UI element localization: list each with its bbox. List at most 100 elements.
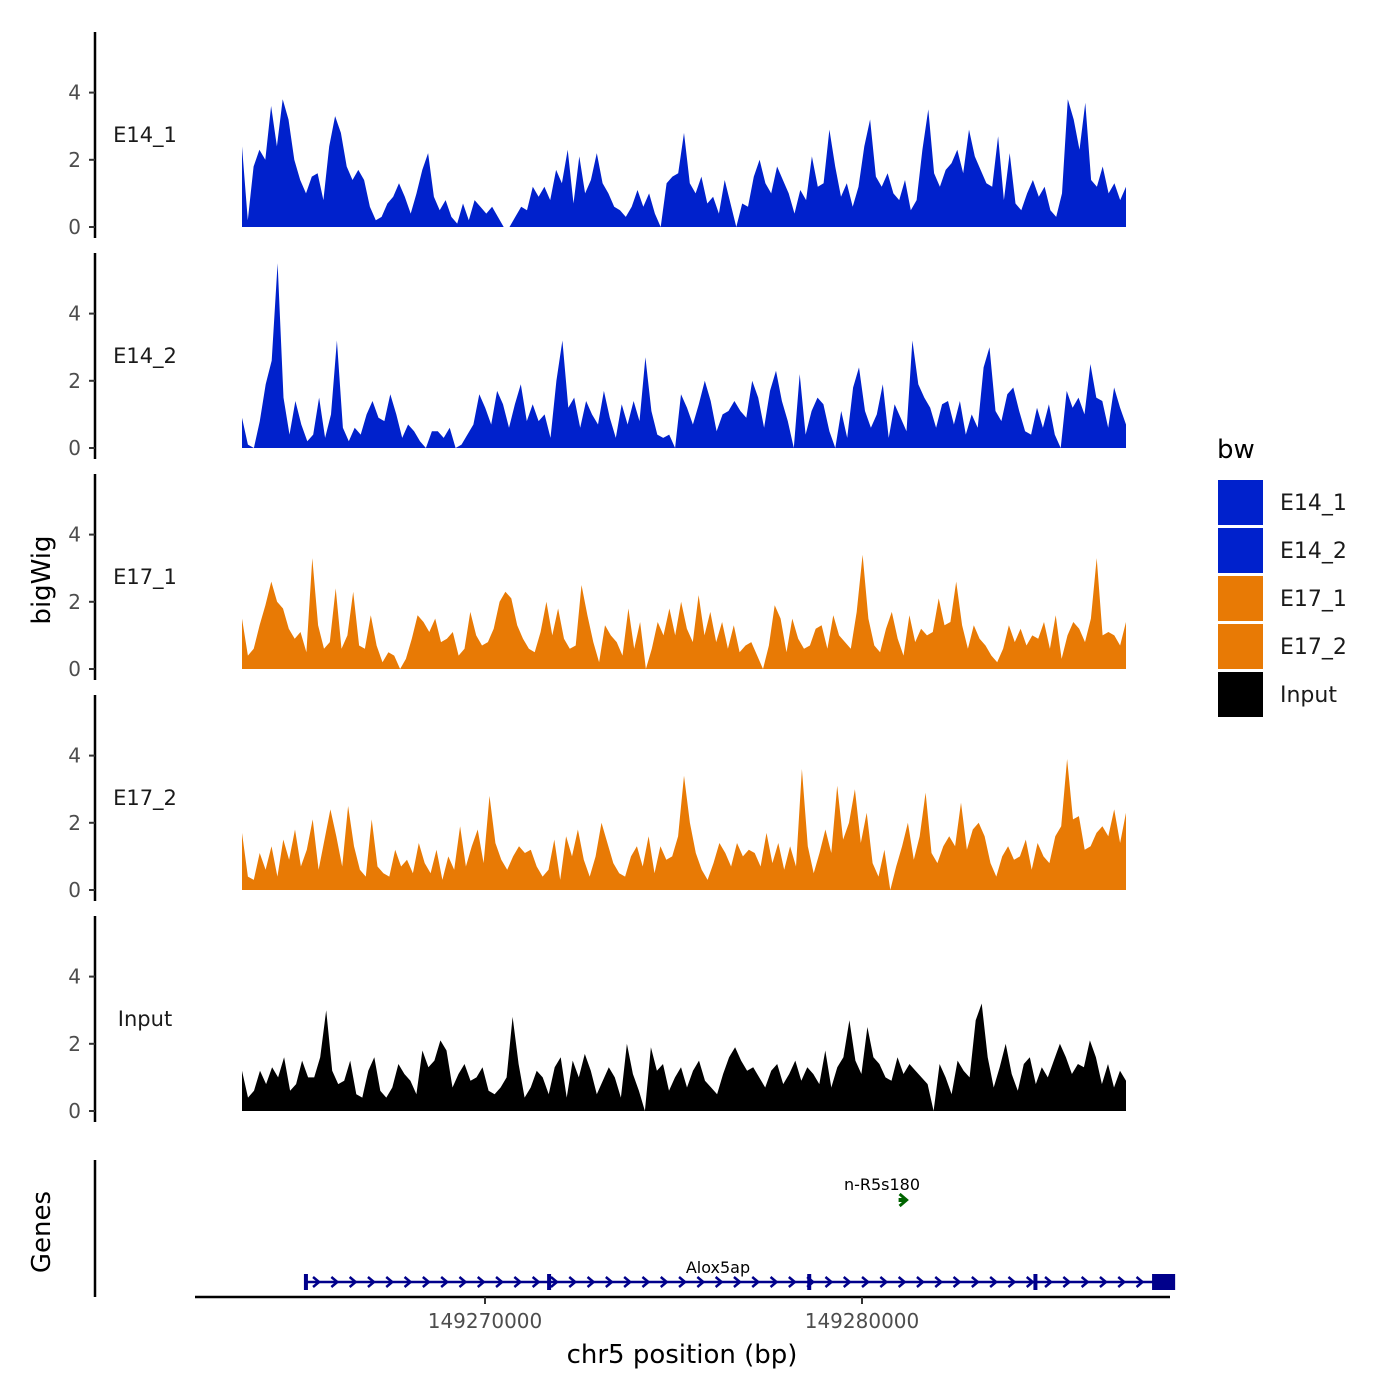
strand-arrow — [1135, 1276, 1145, 1288]
strand-arrow — [1099, 1276, 1108, 1288]
track-label: Input — [118, 1007, 172, 1031]
genes-axis-title: Genes — [27, 1191, 57, 1273]
x-tick-label: 149280000 — [805, 1309, 920, 1333]
strand-arrow — [550, 1276, 559, 1288]
legend-item: E14_2 — [1218, 528, 1347, 573]
strand-arrow — [769, 1276, 779, 1288]
exon-mark — [547, 1274, 552, 1290]
strand-arrow — [348, 1276, 358, 1288]
legend-swatch — [1218, 528, 1263, 573]
track-label: E14_1 — [113, 123, 177, 148]
strand-arrow — [641, 1276, 651, 1288]
gene-n-R5s180: n-R5s180 — [844, 1175, 920, 1208]
genes-panel: 149270000 149280000 Alox5ap n-R5s180 — [93, 1160, 1176, 1333]
strand-arrow — [861, 1276, 870, 1288]
strand-arrow — [916, 1276, 925, 1288]
y-tick-label: 2 — [68, 148, 81, 172]
strand-arrow — [897, 1276, 907, 1288]
y-tick-label: 0 — [68, 878, 81, 902]
y-tick-label: 2 — [68, 1032, 81, 1056]
x-tick-label: 149270000 — [428, 1309, 543, 1333]
y-tick-label: 4 — [68, 744, 81, 768]
strand-arrow — [714, 1276, 724, 1288]
legend-label: E14_2 — [1280, 539, 1347, 564]
track-Input: 0 2 4 Input — [68, 916, 1126, 1123]
coverage-area-Input — [242, 1003, 1126, 1111]
strand-arrow — [1044, 1276, 1053, 1288]
y-tick-label: 2 — [68, 369, 81, 393]
gene-Alox5ap: Alox5ap — [303, 1258, 1176, 1290]
track-label: E14_2 — [113, 344, 177, 369]
strand-arrow — [476, 1276, 486, 1288]
strand-arrow — [751, 1276, 761, 1288]
strand-arrow — [1117, 1276, 1127, 1288]
strand-arrow — [788, 1276, 797, 1288]
strand-arrow — [659, 1276, 669, 1288]
track-label: E17_2 — [113, 786, 177, 811]
gene-label: Alox5ap — [686, 1258, 750, 1277]
strand-arrow — [1080, 1276, 1090, 1288]
strand-arrow — [586, 1276, 596, 1288]
strand-arrow — [513, 1276, 523, 1288]
strand-arrow — [458, 1276, 468, 1288]
strand-arrow — [312, 1276, 321, 1288]
gene-label: n-R5s180 — [844, 1175, 920, 1194]
legend-item: E17_1 — [1218, 576, 1347, 621]
y-tick-label: 4 — [68, 81, 81, 105]
coverage-area-E14_2 — [242, 263, 1126, 448]
exon-mark — [303, 1274, 308, 1290]
y-axis-title: bigWig — [27, 535, 57, 624]
strand-arrow — [1062, 1276, 1072, 1288]
legend: bw E14_1 E14_2 E17_1 E17_2 Input — [1217, 435, 1347, 717]
gene-mark — [898, 1192, 909, 1208]
legend-label: E14_1 — [1280, 491, 1347, 516]
legend-item: Input — [1218, 672, 1337, 717]
strand-arrow — [696, 1276, 706, 1288]
exon-mark — [807, 1274, 812, 1290]
strand-arrow — [403, 1276, 413, 1288]
y-tick-label: 2 — [68, 811, 81, 835]
track-E17_2: 0 2 4 E17_2 — [68, 695, 1126, 902]
strand-arrow — [605, 1276, 614, 1288]
y-tick-label: 0 — [68, 657, 81, 681]
strand-arrow — [1025, 1276, 1035, 1288]
y-tick-label: 0 — [68, 1099, 81, 1123]
legend-item: E14_1 — [1218, 480, 1347, 525]
track-label: E17_1 — [113, 565, 177, 590]
y-tick-label: 2 — [68, 590, 81, 614]
coverage-area-E17_1 — [242, 554, 1126, 669]
strand-arrow — [1007, 1276, 1017, 1288]
strand-arrow — [495, 1276, 504, 1288]
legend-swatch — [1218, 480, 1263, 525]
strand-arrow — [531, 1276, 541, 1288]
coverage-area-E14_1 — [242, 99, 1126, 227]
track-E14_1: 0 2 4 E14_1 — [68, 32, 1126, 239]
coverage-tracks: 0 2 4 E14_1 0 2 4 E14_2 0 2 4 E17_1 0 2 4 E17_2 0 2 4 Input — [68, 32, 1126, 1123]
strand-arrow — [733, 1276, 742, 1288]
strand-arrow — [367, 1276, 376, 1288]
y-tick-label: 4 — [68, 523, 81, 547]
strand-arrow — [934, 1276, 944, 1288]
track-E14_2: 0 2 4 E14_2 — [68, 253, 1126, 460]
legend-title: bw — [1217, 435, 1255, 465]
strand-arrow — [568, 1276, 578, 1288]
strand-arrow — [989, 1276, 999, 1288]
legend-swatch — [1218, 624, 1263, 669]
y-tick-label: 4 — [68, 302, 81, 326]
legend-item: E17_2 — [1218, 624, 1347, 669]
strand-arrow — [385, 1276, 395, 1288]
strand-arrow — [330, 1276, 340, 1288]
strand-arrow — [678, 1276, 687, 1288]
legend-label: E17_1 — [1280, 587, 1347, 612]
strand-arrow — [440, 1276, 450, 1288]
strand-arrow — [842, 1276, 852, 1288]
y-tick-label: 4 — [68, 965, 81, 989]
legend-label: Input — [1280, 683, 1337, 708]
y-tick-label: 0 — [68, 436, 81, 460]
last-exon-block — [1152, 1274, 1176, 1290]
legend-swatch — [1218, 576, 1263, 621]
y-tick-label: 0 — [68, 215, 81, 239]
coverage-area-E17_2 — [242, 759, 1126, 890]
strand-arrow — [879, 1276, 889, 1288]
